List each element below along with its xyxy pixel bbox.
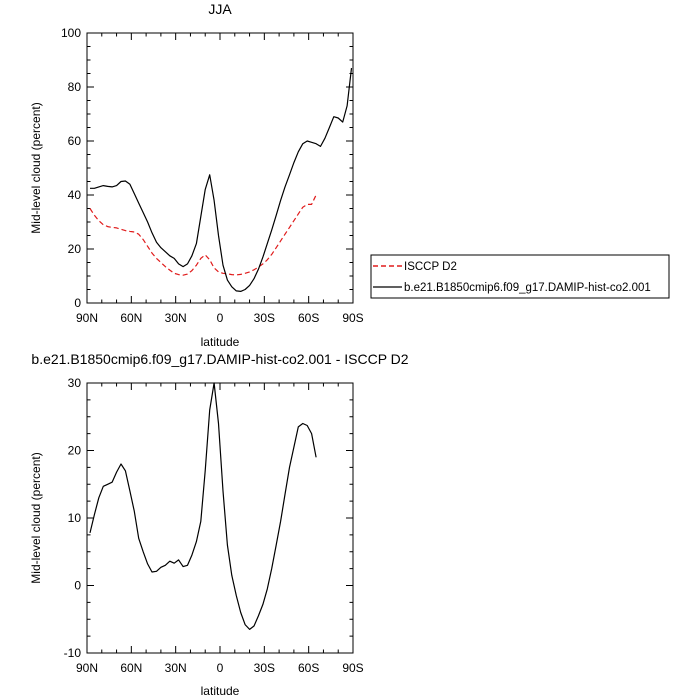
bottom-x-tick-label: 90S bbox=[342, 661, 363, 675]
bottom-x-tick-label: 90N bbox=[76, 661, 98, 675]
top-x-tick-label: 30N bbox=[165, 311, 187, 325]
bottom-y-tick-label: 20 bbox=[68, 444, 82, 458]
bottom-panel: b.e21.B1850cmip6.f09_g17.DAMIP-hist-co2.… bbox=[29, 351, 409, 698]
top-x-tick-label: 0 bbox=[217, 311, 224, 325]
top-series-isccp-d2-line bbox=[89, 194, 317, 276]
bottom-y-tick-label: 30 bbox=[68, 376, 82, 390]
legend-box bbox=[370, 254, 670, 299]
top-plot-title: JJA bbox=[208, 1, 232, 17]
bottom-x-tick-label: 0 bbox=[217, 661, 224, 675]
bottom-x-tick-label: 60S bbox=[298, 661, 319, 675]
bottom-x-tick-label: 30S bbox=[254, 661, 275, 675]
top-plot-area: 90N 60N 30N 0 30S 60S 90S 0 20 40 60 80 100 bbox=[61, 26, 364, 325]
bottom-x-tick-label: 30N bbox=[165, 661, 187, 675]
bottom-plot-frame bbox=[86, 382, 354, 654]
top-x-tick-label: 30S bbox=[254, 311, 275, 325]
top-y-tick-label: 0 bbox=[74, 296, 81, 310]
top-panel: JJA 90N 60N 30N 0 30S 60S 90S 0 20 40 60 80 100 lati… bbox=[29, 1, 364, 349]
legend: ISCCP D2 b.e21.B1850cmip6.f09_g17.DAMIP-… bbox=[370, 254, 670, 299]
top-x-tick-label: 90S bbox=[342, 311, 363, 325]
top-y-tick-label: 60 bbox=[68, 134, 82, 148]
bottom-y-tick-label: -10 bbox=[64, 646, 82, 660]
bottom-plot-area: 90N 60N 30N 0 30S 60S 90S -10 0 10 20 30 bbox=[64, 376, 364, 675]
bottom-series-difference-line bbox=[89, 382, 317, 631]
bottom-y-tick-label: 10 bbox=[68, 511, 82, 525]
top-y-tick-label: 100 bbox=[61, 26, 81, 40]
top-y-tick-label: 80 bbox=[68, 80, 82, 94]
top-x-tick-label: 90N bbox=[76, 311, 98, 325]
legend-label-isccp: ISCCP D2 bbox=[404, 261, 457, 273]
top-x-axis-label: latitude bbox=[201, 335, 240, 349]
bottom-y-axis-label: Mid-level cloud (percent) bbox=[29, 452, 43, 583]
top-series-model-line bbox=[90, 68, 353, 292]
top-y-tick-label: 40 bbox=[68, 188, 82, 202]
bottom-x-axis-label: latitude bbox=[201, 684, 240, 698]
bottom-y-tick-label: 0 bbox=[74, 579, 81, 593]
top-x-tick-label: 60N bbox=[120, 311, 142, 325]
legend-label-model: b.e21.B1850cmip6.f09_g17.DAMIP-hist-co2.… bbox=[404, 282, 651, 294]
bottom-plot-title: b.e21.B1850cmip6.f09_g17.DAMIP-hist-co2.… bbox=[31, 351, 408, 367]
top-y-tick-label: 20 bbox=[68, 242, 82, 256]
top-x-tick-label: 60S bbox=[298, 311, 319, 325]
bottom-x-tick-label: 60N bbox=[120, 661, 142, 675]
top-plot-frame bbox=[86, 32, 354, 304]
top-y-axis-label: Mid-level cloud (percent) bbox=[29, 102, 43, 233]
